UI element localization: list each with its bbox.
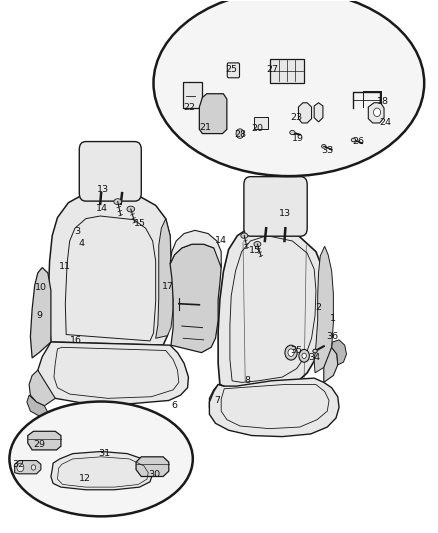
- Circle shape: [288, 349, 294, 357]
- Text: 27: 27: [266, 66, 278, 74]
- Ellipse shape: [10, 401, 193, 516]
- Circle shape: [31, 465, 35, 470]
- Text: 13: 13: [97, 185, 110, 194]
- Text: 17: 17: [162, 282, 173, 291]
- Text: 15: 15: [134, 220, 146, 229]
- FancyBboxPatch shape: [254, 117, 268, 130]
- Circle shape: [236, 129, 244, 139]
- Circle shape: [285, 345, 297, 360]
- Polygon shape: [155, 219, 173, 338]
- Text: 8: 8: [244, 376, 251, 385]
- Polygon shape: [54, 348, 179, 398]
- Polygon shape: [170, 230, 221, 268]
- Ellipse shape: [313, 349, 317, 353]
- Ellipse shape: [351, 138, 356, 142]
- Text: 6: 6: [171, 401, 177, 410]
- Ellipse shape: [241, 233, 248, 238]
- Text: 7: 7: [214, 396, 220, 405]
- Ellipse shape: [321, 144, 326, 148]
- Text: 26: 26: [353, 137, 365, 146]
- Polygon shape: [324, 348, 338, 382]
- Polygon shape: [136, 457, 169, 477]
- Text: 12: 12: [78, 474, 91, 482]
- Ellipse shape: [254, 241, 261, 247]
- Polygon shape: [314, 246, 333, 373]
- Polygon shape: [30, 268, 51, 358]
- FancyBboxPatch shape: [79, 142, 141, 201]
- Ellipse shape: [153, 0, 424, 176]
- Polygon shape: [298, 103, 311, 123]
- Polygon shape: [27, 395, 51, 418]
- Polygon shape: [51, 451, 152, 490]
- Text: 2: 2: [315, 303, 321, 312]
- Ellipse shape: [114, 199, 122, 205]
- Text: 13: 13: [279, 209, 290, 218]
- Polygon shape: [209, 384, 237, 418]
- Polygon shape: [368, 103, 384, 123]
- FancyBboxPatch shape: [183, 82, 201, 108]
- Text: 32: 32: [12, 460, 24, 469]
- Text: 21: 21: [199, 123, 211, 132]
- Text: 9: 9: [36, 311, 42, 320]
- Text: 33: 33: [321, 146, 333, 155]
- Ellipse shape: [290, 131, 295, 135]
- Text: 14: 14: [215, 237, 227, 246]
- Text: 29: 29: [33, 440, 45, 449]
- Ellipse shape: [127, 206, 134, 212]
- Text: 4: 4: [78, 239, 85, 248]
- Text: 31: 31: [99, 449, 111, 458]
- Text: 18: 18: [377, 97, 389, 106]
- FancyBboxPatch shape: [227, 63, 240, 78]
- Polygon shape: [170, 244, 221, 353]
- Polygon shape: [221, 384, 329, 429]
- Circle shape: [299, 350, 309, 362]
- Circle shape: [17, 463, 24, 472]
- Polygon shape: [65, 216, 155, 341]
- Polygon shape: [218, 228, 325, 391]
- Text: 35: 35: [291, 346, 303, 355]
- Text: 11: 11: [59, 262, 71, 271]
- Text: 20: 20: [251, 124, 263, 133]
- Polygon shape: [29, 370, 55, 406]
- Circle shape: [302, 353, 306, 359]
- Circle shape: [374, 108, 381, 117]
- Text: 28: 28: [234, 130, 246, 139]
- Text: 15: 15: [249, 246, 261, 255]
- Text: 19: 19: [292, 134, 304, 143]
- Polygon shape: [28, 431, 61, 450]
- Text: 10: 10: [35, 283, 47, 292]
- Text: 36: 36: [326, 332, 339, 341]
- Text: 30: 30: [148, 471, 160, 479]
- Polygon shape: [314, 103, 323, 122]
- Polygon shape: [38, 342, 188, 403]
- Text: 24: 24: [379, 118, 391, 127]
- Text: 34: 34: [308, 353, 320, 362]
- Polygon shape: [209, 378, 339, 437]
- Text: 22: 22: [184, 102, 195, 111]
- FancyBboxPatch shape: [244, 176, 307, 236]
- Text: 16: 16: [70, 336, 82, 345]
- Polygon shape: [230, 236, 316, 382]
- Text: 23: 23: [291, 113, 303, 122]
- Text: 3: 3: [74, 228, 80, 237]
- Text: 14: 14: [96, 204, 108, 213]
- FancyBboxPatch shape: [270, 59, 304, 83]
- Text: 1: 1: [329, 314, 336, 323]
- Polygon shape: [48, 193, 171, 345]
- Polygon shape: [14, 461, 41, 474]
- Text: 25: 25: [225, 66, 237, 74]
- Polygon shape: [332, 340, 346, 365]
- Polygon shape: [199, 94, 227, 134]
